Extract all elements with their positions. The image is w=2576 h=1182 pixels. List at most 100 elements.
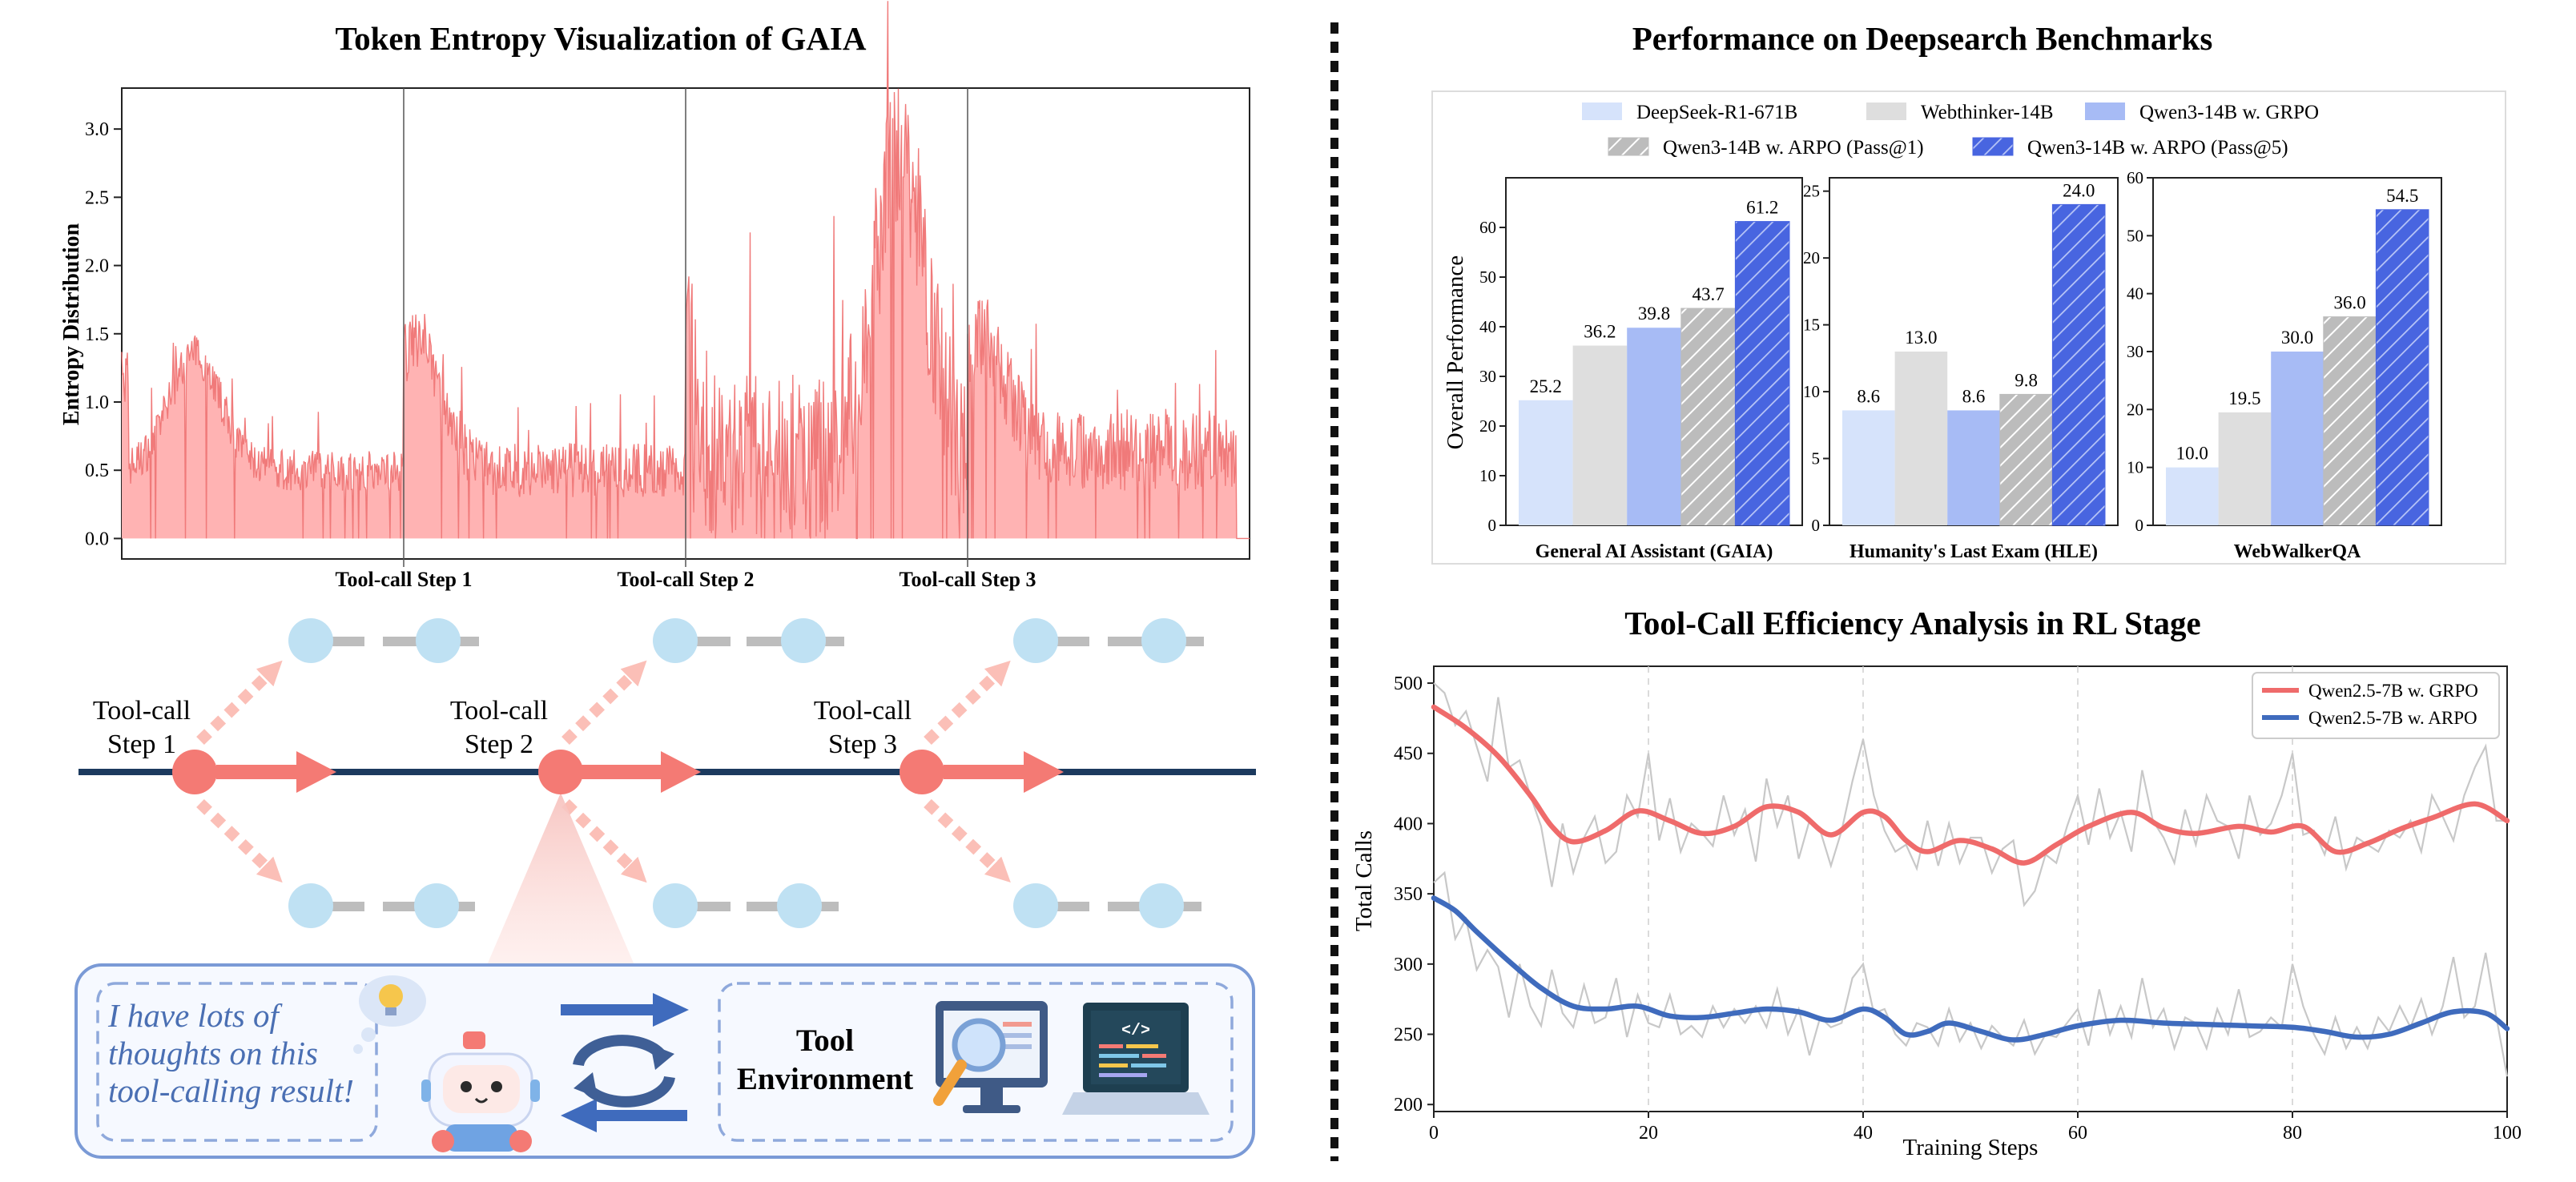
efficiency-y-tick-label: 250: [1394, 1025, 1423, 1046]
diagram-step-1-line2: Step 1: [107, 730, 176, 759]
leaf-node: [1141, 618, 1186, 663]
entropy-chart: 0.00.51.01.52.02.53.0 Tool-call Step 1 To…: [59, 1, 1250, 591]
lightbulb-icon: [353, 975, 426, 1054]
benchmark-bar: [2271, 352, 2324, 525]
exchange-arrows: [561, 993, 689, 1132]
svg-text:</>: </>: [1121, 1022, 1150, 1040]
diagram-step-1-line1: Tool-call: [93, 696, 191, 726]
benchmark-x-label: Humanity's Last Exam (HLE): [1849, 541, 2098, 562]
benchmark-bar: [1947, 410, 2000, 525]
benchmark-bar: [1680, 308, 1736, 526]
tool-call-node-1: [172, 750, 217, 794]
entropy-y-tick-label: 1.0: [85, 392, 109, 413]
legend-label: Qwen3-14B w. ARPO (Pass@1): [1663, 137, 1924, 159]
benchmark-y-tick-label: 60: [1479, 218, 1496, 237]
efficiency-x-tick-label: 100: [2493, 1123, 2522, 1144]
efficiency-y-tick-label: 300: [1394, 955, 1423, 975]
efficiency-chart-title: Tool-Call Efficiency Analysis in RL Stag…: [1624, 605, 2200, 641]
efficiency-y-tick-label: 400: [1394, 814, 1423, 834]
legend-swatch: [1866, 103, 1906, 120]
benchmark-value-label: 36.2: [1584, 322, 1616, 342]
leaf-node: [288, 883, 333, 928]
entropy-chart-title: Token Entropy Visualization of GAIA: [336, 20, 867, 57]
benchmark-y-tick-label: 50: [2127, 226, 2143, 245]
leaf-nodes: [288, 618, 1204, 928]
benchmark-y-tick-label: 5: [1812, 449, 1821, 468]
benchmark-value-label: 30.0: [2281, 328, 2313, 348]
benchmark-value-label: 54.5: [2386, 186, 2418, 206]
benchmark-y-tick-label: 20: [1479, 416, 1496, 436]
leaf-node: [288, 618, 333, 663]
environment-label-line2: Environment: [737, 1062, 913, 1096]
benchmark-bar: [1734, 221, 1790, 526]
tool-call-step-label: Tool-call Step 3: [900, 568, 1036, 591]
benchmark-frame: [1431, 90, 2506, 565]
benchmark-bar: [1842, 410, 1895, 525]
benchmark-panel: 0 10 20 30 40 50 60 10.0 19.5 30.0 36.0 54.5 WebWalk…: [2127, 168, 2442, 562]
benchmark-y-axis-label: Overall Performance: [1443, 255, 1468, 449]
entropy-y-tick-label: 2.0: [85, 256, 109, 277]
efficiency-y-tick-label: 450: [1394, 744, 1423, 765]
efficiency-chart: 0 20 40 60 80 100 200 250 300 350 400 450 500 Qwen2.5…: [1394, 665, 2522, 1144]
benchmark-panel: 0 10 20 30 40 50 60 25.2 36.2 39.8 43.7 61.2 General…: [1479, 177, 1803, 562]
benchmark-panel: 0 5 10 15 20 25 8.6 13.0 8.6 9.8 24.0 Humanity's La…: [1803, 177, 2119, 562]
branch-arrow: [561, 798, 647, 883]
entropy-y-axis: 0.0 0.5 1.0 1.5 2.0 2.5 3.0: [85, 119, 122, 549]
tool-call-node-3: [900, 750, 944, 794]
legend-swatch: [2085, 103, 2125, 120]
legend-swatch: [1582, 103, 1622, 120]
efficiency-smooth-line: [1431, 704, 2510, 866]
entropy-y-tick-label: 0.5: [85, 460, 109, 481]
entropy-y-tick-label: 1.5: [85, 324, 109, 345]
benchmark-y-tick-label: 10: [2127, 458, 2143, 477]
benchmark-y-tick-label: 25: [1803, 182, 1820, 201]
efficiency-x-axis-label: Training Steps: [1903, 1135, 2039, 1160]
efficiency-legend-box: [2252, 672, 2500, 739]
legend-label: Webthinker-14B: [1921, 102, 2054, 123]
diagram-step-2-line1: Tool-call: [450, 696, 548, 726]
leaf-node: [416, 618, 461, 663]
thought-line-2: thoughts on this: [108, 1035, 318, 1071]
benchmark-y-tick-label: 0: [1488, 516, 1497, 535]
efficiency-x-tick-label: 20: [1639, 1123, 1658, 1144]
benchmark-y-tick-label: 40: [1479, 317, 1496, 336]
legend-swatch: [1608, 137, 1649, 156]
benchmark-x-label: WebWalkerQA: [2234, 541, 2361, 562]
thought-line-1: I have lots of: [108, 997, 279, 1034]
diagram-step-3-line1: Tool-call: [814, 696, 912, 726]
benchmark-value-label: 19.5: [2228, 388, 2260, 408]
benchmark-y-tick-label: 0: [1812, 516, 1821, 535]
leaf-node: [1013, 883, 1058, 928]
benchmark-chart-title: Performance on Deepsearch Benchmarks: [1632, 20, 2213, 57]
benchmark-value-label: 36.0: [2333, 293, 2365, 313]
efficiency-x-tick-label: 40: [1854, 1123, 1873, 1144]
focus-beam: [487, 793, 634, 965]
benchmark-y-tick-label: 20: [2127, 400, 2143, 419]
leaf-node: [781, 618, 826, 663]
efficiency-y-tick-label: 350: [1394, 884, 1423, 905]
benchmark-value-label: 8.6: [1857, 386, 1880, 406]
benchmark-value-label: 25.2: [1530, 376, 1562, 396]
branch-arrow: [196, 798, 283, 883]
efficiency-x-tick-label: 80: [2283, 1123, 2302, 1144]
tool-call-step-label: Tool-call Step 2: [618, 568, 755, 591]
entropy-y-tick-label: 2.5: [85, 187, 109, 208]
benchmark-y-tick-label: 30: [1479, 367, 1496, 386]
benchmark-bar: [2375, 209, 2429, 526]
code-laptop-icon: </>: [1062, 1003, 1210, 1115]
benchmark-bar: [1519, 400, 1573, 525]
thought-line-3: tool-calling result!: [108, 1072, 355, 1109]
entropy-step-markers: Tool-call Step 1 Tool-call Step 2 Tool-cal…: [336, 88, 1036, 591]
benchmark-bar: [2218, 412, 2272, 525]
rollout-diagram: Tool-call Step 1 Tool-call Step 2 Tool-c…: [74, 618, 1256, 1159]
diagram-step-3-line2: Step 3: [828, 730, 897, 759]
benchmark-y-tick-label: 60: [2127, 168, 2143, 187]
thought-text: I have lots of thoughts on this tool-cal…: [108, 997, 380, 1133]
branch-arrow: [561, 660, 647, 745]
efficiency-x-tick-label: 0: [1429, 1123, 1439, 1144]
benchmark-value-label: 9.8: [2015, 370, 2038, 390]
leaf-node: [1013, 618, 1058, 663]
environment-box: [718, 982, 1234, 1142]
thought-box: [96, 982, 378, 1142]
